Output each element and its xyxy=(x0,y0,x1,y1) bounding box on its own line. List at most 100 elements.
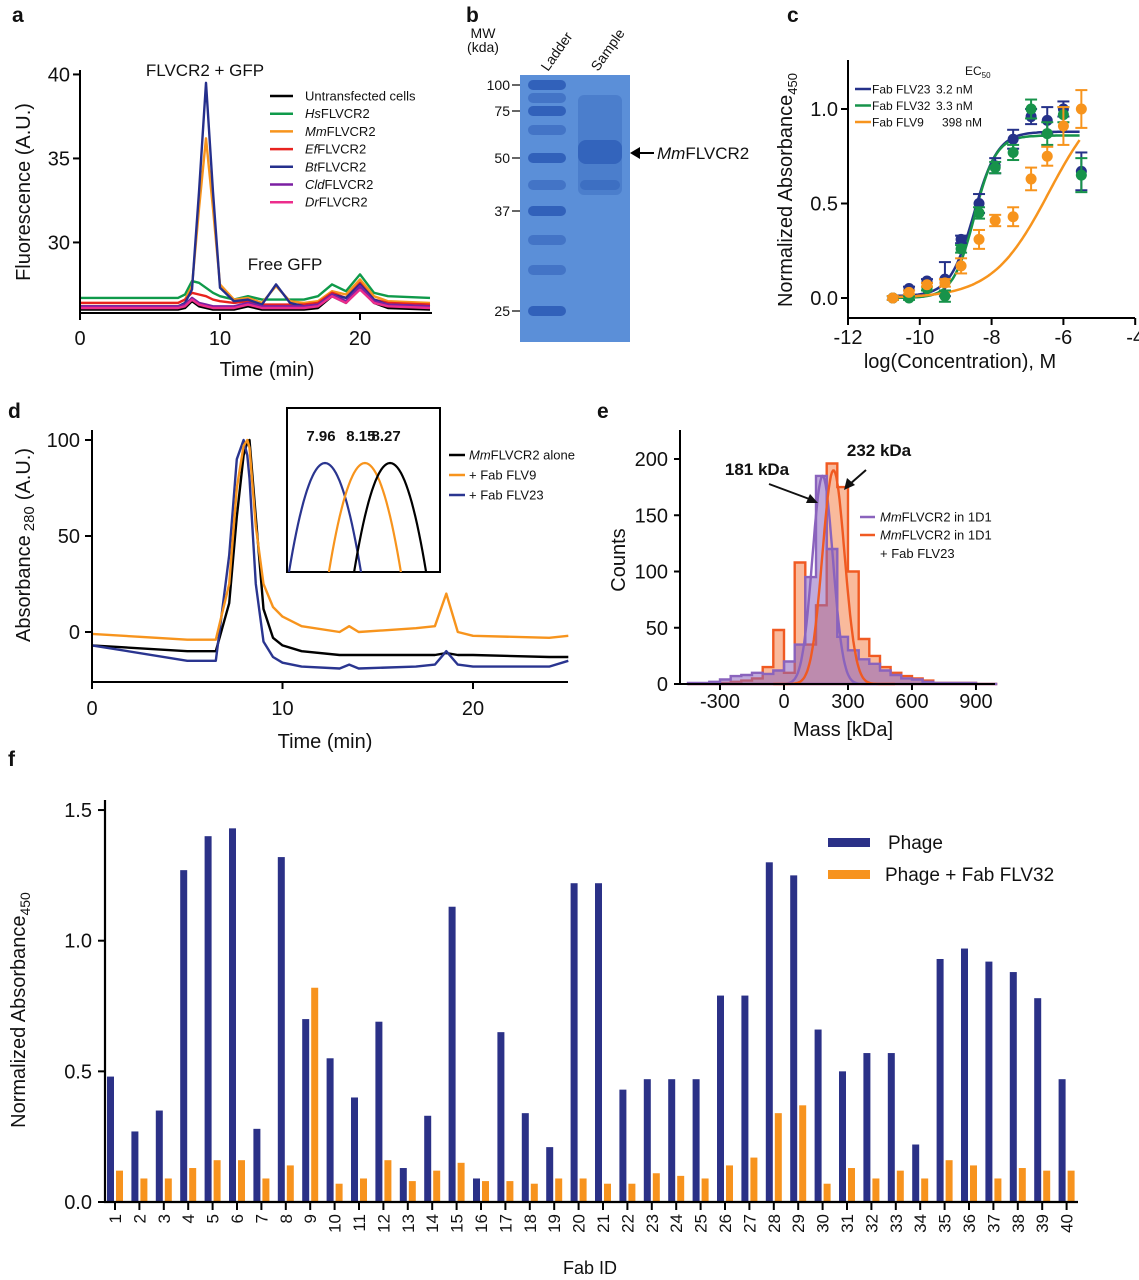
trace-d-2 xyxy=(91,438,569,670)
y-label-text: Normalized Absorbance xyxy=(775,95,797,307)
mw-marker-label: 37 xyxy=(494,203,510,219)
x-tick-label: 1 xyxy=(106,1214,125,1223)
trace-d-1 xyxy=(91,438,569,641)
ladder-band xyxy=(528,106,566,116)
inset-zoom: 7.96 8.158.27 xyxy=(286,407,441,573)
fit-curve-1 xyxy=(892,134,1080,300)
data-point xyxy=(989,162,1001,174)
data-point xyxy=(921,279,933,291)
arrow-232 xyxy=(849,469,867,485)
x-tick-label: 10 xyxy=(209,328,231,350)
bar-phage-fab xyxy=(1043,1170,1051,1202)
y-axis-label: Normalized Absorbance450 xyxy=(775,73,800,307)
data-point xyxy=(989,215,1001,227)
trace-a-4 xyxy=(80,81,431,308)
bar-phage xyxy=(570,883,578,1202)
bar-phage xyxy=(497,1032,505,1202)
bar-phage xyxy=(351,1097,358,1202)
legend-header-subscript: 50 xyxy=(982,71,991,80)
bar-phage-fab xyxy=(628,1183,636,1202)
bar-phage-fab xyxy=(506,1181,514,1202)
bar-phage-fab xyxy=(750,1157,758,1202)
x-tick-label: 20 xyxy=(462,698,484,720)
x-tick-label: 38 xyxy=(1009,1214,1028,1233)
bar-phage xyxy=(229,828,236,1202)
data-point xyxy=(1075,169,1087,181)
legend-text: + Fab FLV23 xyxy=(469,488,544,503)
mw-header: MW xyxy=(471,25,497,41)
bar-phage-fab xyxy=(433,1170,441,1202)
data-point xyxy=(1007,211,1019,223)
bar-phage xyxy=(839,1071,846,1202)
x-tick-label: 5 xyxy=(204,1214,223,1223)
bar-phage-fab xyxy=(579,1178,587,1202)
trace-d-0 xyxy=(91,438,569,659)
y-tick-label: 0.0 xyxy=(810,288,838,310)
legend-swatch xyxy=(828,870,870,879)
bar-phage xyxy=(961,948,968,1202)
bar-phage xyxy=(668,1079,676,1202)
x-tick-label: 12 xyxy=(374,1214,393,1233)
bar-phage-fab xyxy=(457,1162,465,1202)
mw-marker-label: 75 xyxy=(494,103,510,119)
data-point xyxy=(973,233,985,245)
bar-phage-fab xyxy=(555,1178,563,1202)
bar-phage-fab xyxy=(408,1181,416,1202)
bar-phage xyxy=(1058,1079,1066,1202)
bar-phage xyxy=(399,1168,407,1202)
x-tick-label: 20 xyxy=(349,328,371,350)
legend-entry: Fab FLV32 xyxy=(872,99,931,113)
y-tick-label: 100 xyxy=(635,562,668,584)
y-tick-label: 1.5 xyxy=(64,800,92,822)
bar-phage-fab xyxy=(970,1165,977,1202)
x-axis-label: Time (min) xyxy=(278,731,373,753)
legend-entry-line2: + Fab FLV23 xyxy=(880,546,955,561)
inset-peak-label: 7.96 xyxy=(306,428,335,445)
x-tick-label: 11 xyxy=(350,1214,369,1232)
legend-ec50: 3.3 nM xyxy=(936,99,973,113)
bar-phage xyxy=(765,862,773,1202)
bar-phage xyxy=(375,1021,383,1202)
x-tick-label: 27 xyxy=(740,1214,759,1233)
bar-phage-fab xyxy=(189,1168,197,1202)
y-tick-label: 35 xyxy=(48,148,70,170)
peak-label-232: 232 kDa xyxy=(847,441,912,460)
bar-phage-fab xyxy=(994,1178,1002,1202)
bar-phage-fab xyxy=(384,1160,392,1202)
y-tick-label: 1.0 xyxy=(64,931,92,953)
bar-phage-fab xyxy=(116,1170,123,1202)
bar-phage xyxy=(936,958,944,1202)
bar-phage-fab xyxy=(311,987,319,1202)
bar-phage xyxy=(473,1178,480,1202)
ladder-band xyxy=(528,235,566,245)
inset-peak-label: 8.15 xyxy=(346,428,375,445)
data-point xyxy=(1007,146,1019,158)
y-label-suffix: (A.U.) xyxy=(13,448,35,500)
panel-d-chart: 0 10 20 0 50 100 Time (min) Absorbance 280 (A.U.)… xyxy=(13,407,575,753)
bar-phage-fab xyxy=(652,1173,660,1202)
legend-entry: DrFLVCR2 xyxy=(305,195,368,210)
legend-swatch xyxy=(828,838,870,847)
panel-label-b: b xyxy=(466,4,479,27)
bar-phage-fab xyxy=(872,1178,880,1202)
legend-entry: BtFLVCR2 xyxy=(305,159,366,174)
arrow-181 xyxy=(768,483,813,501)
bar-phage xyxy=(692,1079,700,1202)
bar-phage xyxy=(424,1115,432,1202)
panel-c-chart: -12 -10 -8 -6 -4 0.0 0.5 1.0 log(Concentration),… xyxy=(775,60,1139,373)
arrow-label-text: FLVCR2 xyxy=(685,144,749,163)
data-point xyxy=(973,198,985,209)
arrow-head-icon xyxy=(806,494,818,503)
y-tick-label: 0.5 xyxy=(64,1061,92,1083)
x-tick-label: 16 xyxy=(472,1214,491,1233)
y-label-text: Absorbance xyxy=(13,535,35,642)
data-point xyxy=(1057,120,1069,132)
y-tick-label: 0.0 xyxy=(64,1192,92,1214)
legend-entry: HsFLVCR2 xyxy=(305,106,370,121)
y-axis-label: Counts xyxy=(608,528,630,591)
legend-text: FLVCR2 xyxy=(325,177,374,192)
data-point xyxy=(955,260,967,272)
panel-a-chart: 0 10 20 30 35 40 Time (min) Fluorescence (A.U.)… xyxy=(13,61,432,381)
x-tick-label: 4 xyxy=(179,1214,198,1223)
bar-phage xyxy=(814,1029,822,1202)
